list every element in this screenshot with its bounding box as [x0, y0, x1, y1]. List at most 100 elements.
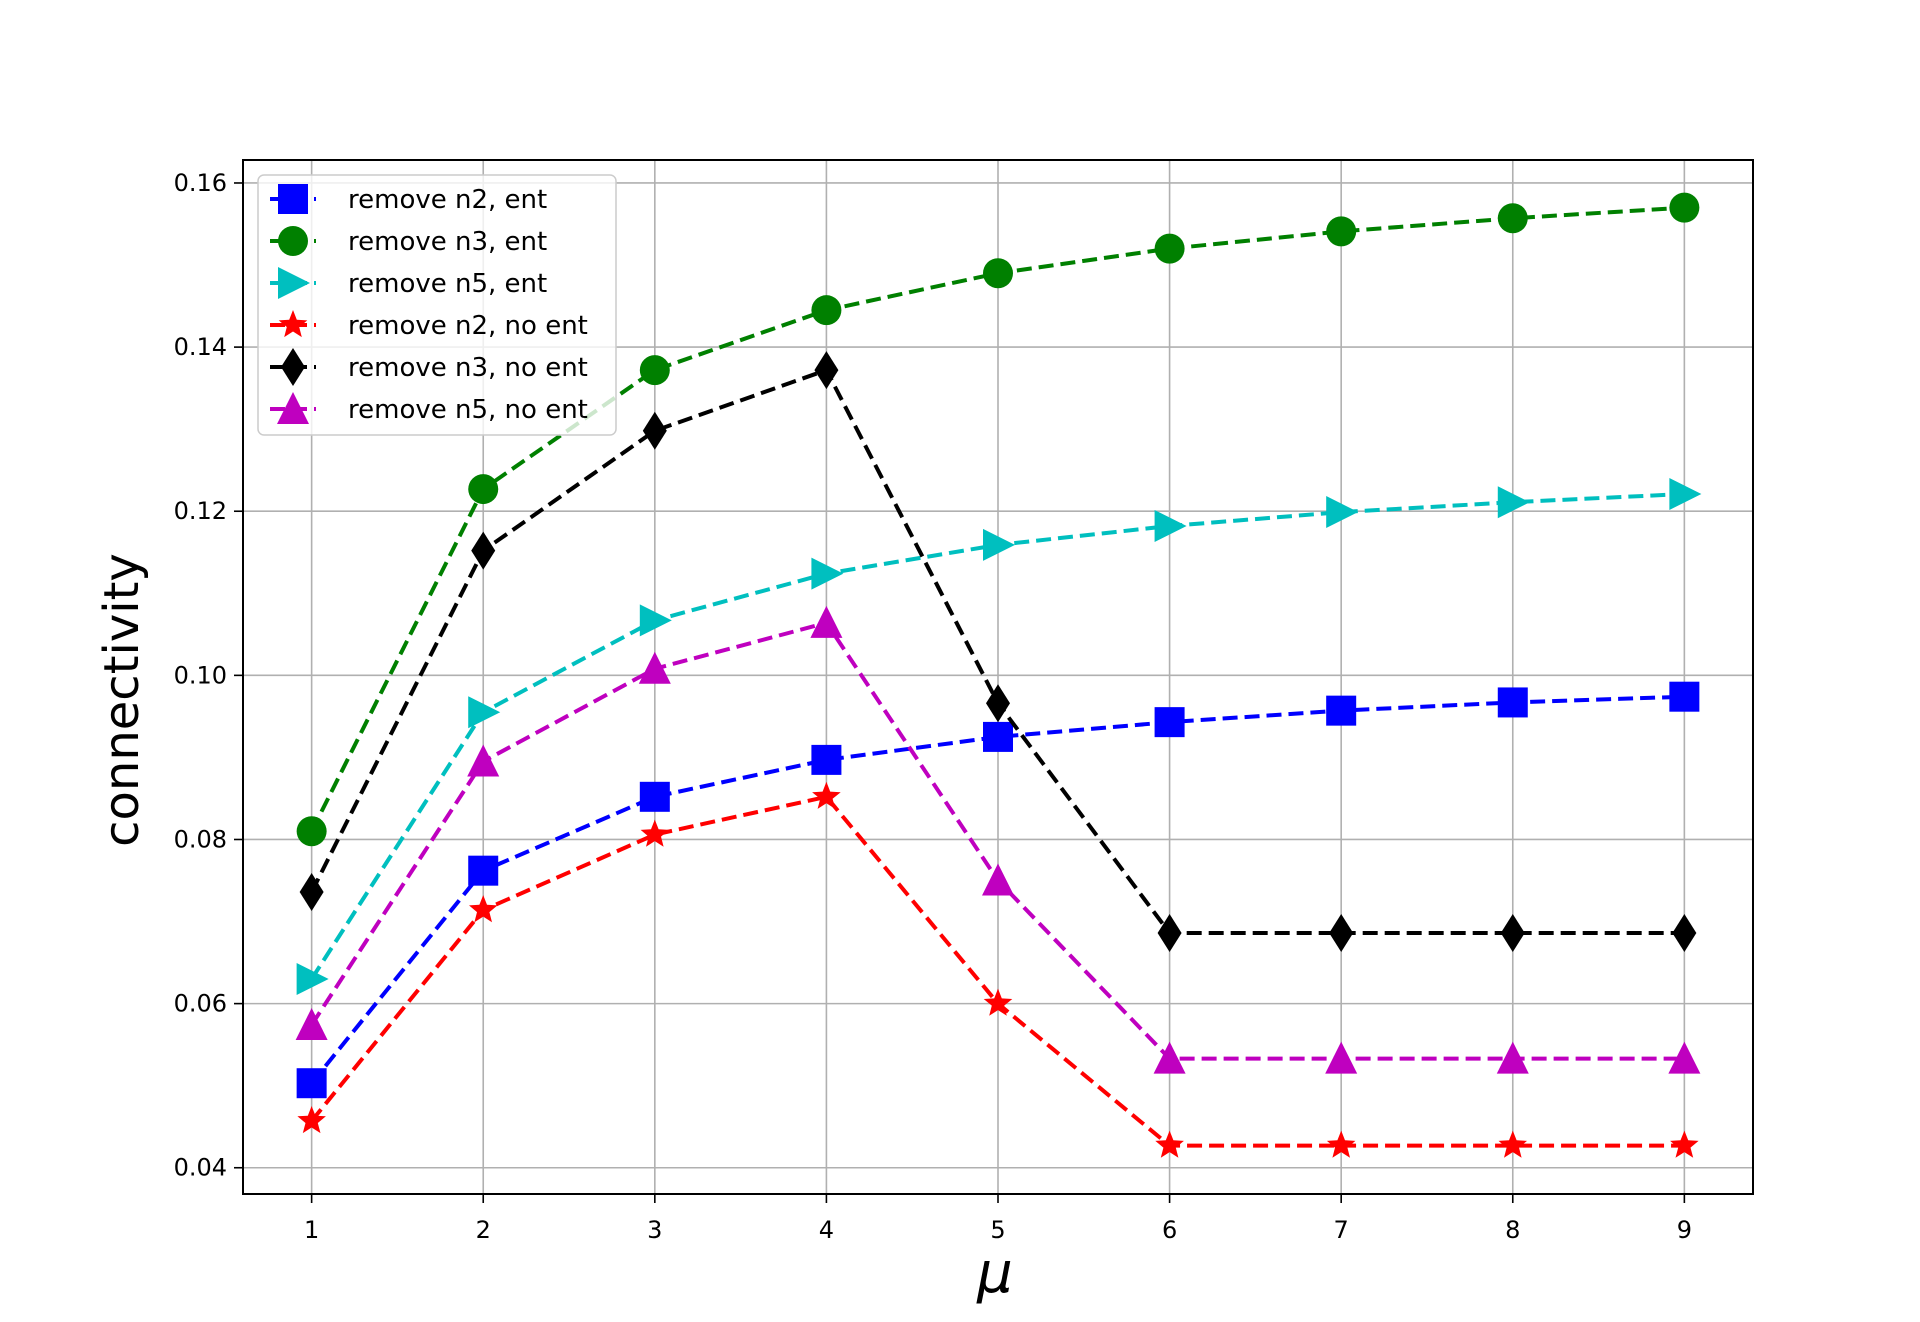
legend-item: remove n3, ent	[270, 226, 547, 257]
data-point	[1326, 496, 1359, 529]
data-point	[811, 295, 842, 326]
legend-marker	[278, 310, 308, 338]
legend-label: remove n3, no ent	[348, 353, 588, 383]
legend-frame	[257, 174, 617, 436]
data-point	[1155, 1130, 1184, 1158]
legend-item: remove n3, no ent	[270, 348, 588, 386]
data-point	[1497, 203, 1528, 234]
data-point	[296, 816, 327, 847]
data-point	[296, 1068, 327, 1099]
data-point	[1669, 477, 1702, 510]
data-point	[812, 781, 841, 809]
data-point	[295, 1007, 328, 1040]
y-tick-label: 0.04	[174, 1154, 227, 1182]
data-point	[639, 781, 670, 812]
x-tick-label: 7	[1334, 1216, 1349, 1244]
y-tick-label: 0.08	[174, 825, 227, 853]
x-tick-label: 4	[819, 1216, 834, 1244]
x-tick-label: 6	[1162, 1216, 1177, 1244]
legend-marker	[277, 392, 309, 424]
series-layer	[295, 192, 1702, 1158]
data-point	[1326, 695, 1357, 726]
data-point	[814, 351, 839, 390]
x-tick-label: 5	[990, 1216, 1005, 1244]
y-tick-label: 0.10	[174, 661, 227, 689]
data-point	[982, 863, 1014, 896]
data-point	[467, 744, 500, 777]
data-point	[1326, 1130, 1356, 1158]
legend: remove n2, ent remove n3, ent remove n5, e…	[257, 174, 617, 436]
legend-label: remove n2, ent	[348, 185, 547, 215]
y-tick-label: 0.12	[174, 497, 227, 525]
data-point	[471, 531, 496, 570]
data-point	[1157, 914, 1182, 953]
y-tick-label: 0.06	[174, 990, 227, 1018]
data-point	[296, 962, 329, 995]
data-point	[299, 873, 324, 912]
data-point	[1672, 914, 1697, 953]
data-point	[1154, 707, 1185, 738]
legend-label: remove n2, no ent	[348, 311, 588, 341]
data-point	[1326, 216, 1357, 247]
data-point	[469, 895, 498, 923]
data-point	[468, 474, 499, 505]
data-point	[1669, 681, 1700, 712]
x-tick-label: 3	[647, 1216, 662, 1244]
x-tick-label: 9	[1677, 1216, 1692, 1244]
data-point	[810, 605, 843, 638]
data-point	[1496, 1041, 1529, 1074]
data-point	[297, 1106, 326, 1134]
data-point	[639, 604, 672, 637]
legend-label: remove n3, ent	[348, 227, 547, 257]
data-point	[468, 696, 501, 729]
series-line	[310, 694, 1685, 1085]
data-point	[468, 855, 499, 886]
series-remove-n2-no-ent	[297, 781, 1699, 1158]
data-point	[811, 744, 842, 775]
data-point	[1325, 1041, 1358, 1074]
series-remove-n5-ent	[296, 477, 1702, 995]
data-point	[1329, 914, 1354, 953]
data-point	[1500, 914, 1525, 953]
legend-item: remove n5, no ent	[270, 392, 588, 425]
legend-marker	[278, 184, 308, 214]
data-point	[1668, 1041, 1701, 1074]
y-axis-label: connectivity	[94, 553, 150, 847]
data-point	[1153, 1041, 1186, 1074]
data-point	[1154, 233, 1185, 264]
data-point	[983, 528, 1015, 561]
data-point	[986, 684, 1010, 723]
series-remove-n2-ent	[296, 681, 1700, 1099]
y-tick-label: 0.16	[174, 169, 227, 197]
y-tick-label: 0.14	[174, 333, 227, 361]
data-point	[1154, 510, 1187, 543]
legend-label: remove n5, no ent	[348, 395, 588, 425]
legend-item: remove n5, ent	[270, 267, 547, 299]
axis-ticks: 1 2 3 4 5 6 7 8 9 0.04 0.06 0.08 0.10 0.12 0.14 0.16	[174, 169, 1692, 1244]
x-tick-label: 2	[476, 1216, 491, 1244]
data-point	[642, 411, 667, 450]
legend-item: remove n2, no ent	[270, 310, 588, 341]
data-point	[1498, 1130, 1527, 1158]
data-point	[638, 651, 671, 684]
data-point	[1497, 486, 1530, 519]
data-point	[640, 819, 670, 847]
series-remove-n3-ent	[296, 192, 1700, 847]
data-point	[983, 258, 1013, 289]
legend-marker	[278, 267, 310, 299]
data-point	[1670, 1130, 1699, 1158]
legend-marker	[278, 226, 308, 256]
data-point	[983, 721, 1013, 752]
series-remove-n3-no-ent	[299, 351, 1697, 953]
x-axis-label: μ	[976, 1241, 1013, 1306]
data-point	[811, 557, 844, 590]
data-point	[639, 355, 670, 386]
x-tick-label: 8	[1505, 1216, 1520, 1244]
data-point	[983, 988, 1013, 1016]
series-remove-n5-no-ent	[295, 605, 1701, 1074]
x-tick-label: 1	[304, 1216, 319, 1244]
data-point	[1669, 192, 1700, 223]
legend-item: remove n2, ent	[270, 184, 547, 215]
data-point	[1497, 687, 1528, 718]
